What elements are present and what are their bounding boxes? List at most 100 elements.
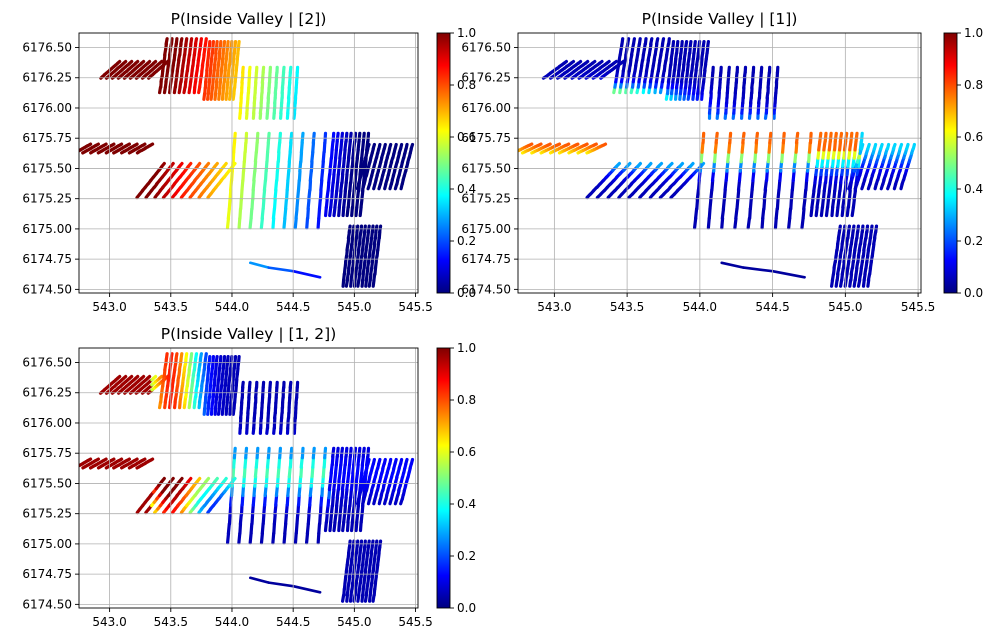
scatter-track-segment — [140, 374, 146, 380]
y-tick-label: 6174.75 — [461, 252, 511, 266]
scatter-track-segment — [537, 142, 543, 147]
scatter-track-segment — [281, 65, 286, 75]
y-tick-label: 6176.50 — [461, 41, 511, 55]
scatter-track-segment — [635, 161, 643, 169]
scatter-track-segment — [229, 493, 234, 507]
y-tick-label: 6175.75 — [22, 446, 72, 460]
scatter-track-segment — [720, 261, 745, 269]
scatter-track-segment — [654, 37, 660, 46]
scatter-track-segment — [318, 512, 322, 526]
field-block-9 — [355, 142, 415, 191]
scatter-track-segment — [212, 161, 219, 169]
scatter-track-segment — [296, 178, 301, 192]
scatter-track-segment — [366, 131, 371, 144]
scatter-track-segment — [562, 59, 569, 65]
scatter-track-segment — [377, 142, 382, 151]
scatter-track-segment — [382, 142, 387, 151]
scatter-track-segment — [727, 65, 731, 75]
y-tick-label: 6176.00 — [22, 101, 72, 115]
scatter-track-segment — [307, 188, 312, 201]
scatter-track-segment — [751, 160, 757, 173]
scatter-track-segment — [833, 131, 838, 144]
scatter-track-segment — [179, 37, 184, 46]
scatter-track-segment — [184, 352, 189, 361]
scatter-track-segment — [102, 142, 108, 147]
scatter-track-segment — [184, 37, 189, 46]
panels: P(Inside Valley | [2]) 543.0 543.5 544.0 544… — [22, 10, 983, 629]
y-tick-label: 6176.25 — [461, 71, 511, 85]
scatter-track-segment — [179, 352, 184, 361]
scatter-track-segment — [872, 142, 878, 151]
scatter-track-segment — [393, 142, 398, 151]
scatter-track-segment — [247, 65, 252, 75]
x-tick-label: 543.5 — [154, 615, 188, 629]
scatter-track-segment — [348, 446, 353, 459]
scatter-track-segment — [771, 269, 806, 279]
scatter-track-segment — [377, 457, 382, 466]
scatter-track-segment — [357, 446, 362, 459]
scatter-track-segment — [393, 457, 398, 466]
scatter-track-segment — [194, 352, 199, 361]
scatter-track-segment — [885, 142, 891, 151]
scatter-track-segment — [116, 59, 122, 65]
scatter-track-segment — [387, 142, 393, 151]
scatter-track-segment — [240, 178, 245, 192]
colorbar-tick-label: 0.4 — [457, 497, 476, 511]
field-block-7 — [692, 131, 813, 230]
scatter-track-segment — [158, 59, 164, 65]
field-block-8 — [324, 131, 371, 218]
scatter-track-segment — [348, 131, 353, 144]
grid — [79, 33, 418, 293]
colorbar-tick-label: 0.8 — [457, 393, 476, 407]
field-block-2 — [612, 37, 671, 95]
scatter-track-segment — [126, 457, 131, 462]
scatter-track-segment — [115, 374, 122, 380]
scatter-track-segment — [226, 522, 231, 535]
scatter-track-segment — [238, 512, 243, 526]
scatter-track-segment — [275, 160, 280, 173]
scatter-track-segment — [409, 142, 415, 151]
scatter-track-segment — [605, 59, 611, 65]
colorbar: 0.0 0.2 0.4 0.6 0.8 1.0 — [436, 341, 476, 615]
colorbar-tick-label: 0.4 — [964, 182, 983, 196]
scatter-track-segment — [371, 457, 376, 466]
scatter-track-segment — [761, 207, 766, 220]
scatter-track-segment — [247, 380, 252, 390]
x-tick-label: 543.5 — [154, 300, 188, 314]
scatter-track-segment — [149, 142, 155, 147]
grid — [79, 348, 418, 608]
y-tick-label: 6175.00 — [461, 222, 511, 236]
x-tick-label: 545.5 — [398, 615, 432, 629]
scatter-track-segment — [195, 476, 202, 484]
scatter-track-segment — [134, 374, 140, 380]
scatter-track-segment — [207, 355, 212, 364]
scatter-track-segment — [514, 152, 516, 153]
scatter-track-segment — [692, 39, 697, 50]
y-tick-label: 6175.50 — [22, 476, 72, 490]
field-block-2 — [158, 37, 208, 95]
scatter-track-segment — [584, 59, 590, 65]
scatter-track-segment — [677, 161, 685, 169]
scatter-track-segment — [291, 269, 322, 279]
colorbar-tick-label: 1.0 — [457, 26, 476, 40]
scatter-track-segment — [122, 59, 128, 65]
scatter-track-segment — [95, 457, 101, 462]
scatter-track-segment — [274, 178, 279, 192]
scatter-track-segment — [807, 150, 811, 164]
scatter-track-segment — [125, 142, 131, 147]
scatter-track-segment — [87, 142, 93, 147]
scatter-track-segment — [169, 352, 174, 361]
colorbar-tick-label: 0.0 — [457, 286, 476, 300]
field-block-5 — [79, 457, 155, 470]
scatter-track-segment — [134, 142, 139, 147]
colorbar-frame — [436, 347, 451, 609]
chart-panel-1: P(Inside Valley | [2]) 543.0 543.5 544.0 544… — [22, 10, 476, 314]
scatter-track-segment — [233, 39, 238, 50]
scatter-track-segment — [189, 37, 194, 46]
scatter-track-segment — [298, 160, 303, 173]
field-block-2 — [158, 352, 208, 410]
axes-frame — [517, 32, 922, 294]
colorbar-tick-label: 0.6 — [964, 130, 983, 144]
x-tick-label: 544.0 — [683, 300, 717, 314]
scatter-track-segment — [158, 374, 164, 380]
